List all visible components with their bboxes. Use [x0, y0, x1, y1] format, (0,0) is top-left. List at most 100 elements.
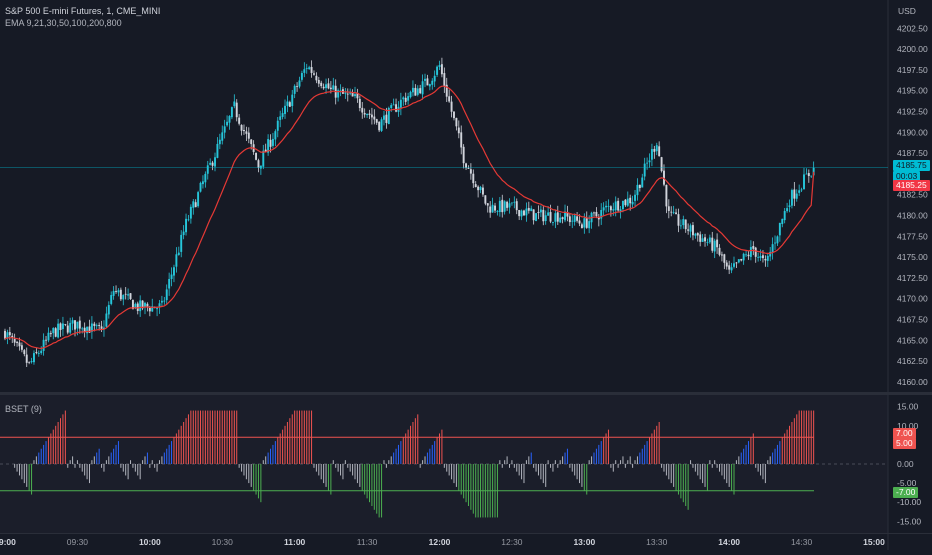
histogram-bar: [245, 464, 247, 480]
candle: [735, 262, 738, 269]
candle: [684, 219, 687, 233]
ema-price-badge: 4185.25: [893, 180, 930, 191]
histogram-bar: [60, 418, 62, 464]
candle-body: [385, 114, 388, 123]
ema-line: [4, 85, 815, 350]
candle: [298, 76, 301, 89]
candle: [498, 197, 501, 217]
candle-body: [520, 210, 523, 217]
histogram-bar: [496, 464, 498, 518]
bset-indicator-label[interactable]: BSET (9): [5, 404, 42, 414]
histogram-bar: [144, 456, 146, 464]
candle-body: [315, 75, 318, 81]
candle-body: [484, 195, 487, 204]
histogram-bar: [18, 464, 20, 476]
candle-body: [247, 132, 250, 139]
candle-body: [407, 96, 410, 101]
candle: [117, 288, 120, 297]
candle: [778, 222, 781, 242]
candle-body: [182, 231, 185, 236]
histogram-bar: [639, 452, 641, 464]
histogram-bar: [492, 464, 494, 518]
candle-body: [122, 294, 125, 300]
histogram-bar: [716, 464, 718, 468]
candle: [86, 326, 89, 341]
histogram-bar: [489, 464, 491, 518]
candle-body: [230, 107, 233, 118]
candle: [535, 213, 538, 222]
histogram-bar: [709, 460, 711, 464]
histogram-bar: [393, 452, 395, 464]
candle-body: [648, 160, 651, 163]
candle: [643, 157, 646, 181]
candle-body: [609, 206, 612, 211]
candle-body: [711, 237, 714, 251]
histogram-bar: [243, 464, 245, 476]
histogram-bar: [356, 464, 358, 484]
histogram-bar: [352, 464, 354, 476]
candle: [706, 238, 709, 246]
histogram-bar: [257, 464, 259, 499]
histogram-bar: [781, 437, 783, 464]
symbol-title[interactable]: S&P 500 E-mini Futures, 1, CME_MINI: [5, 6, 161, 16]
candle-body: [588, 221, 591, 229]
histogram-bar: [434, 441, 436, 464]
histogram-bar: [238, 464, 240, 468]
candle: [363, 108, 366, 118]
candle-body: [187, 219, 190, 221]
candle: [605, 201, 608, 213]
time-tick-label: 11:30: [357, 537, 378, 547]
histogram-bar: [436, 437, 438, 464]
candle-body: [523, 210, 525, 216]
candle-body: [274, 131, 277, 140]
histogram-bar: [668, 464, 670, 480]
histogram-bar: [641, 448, 643, 464]
candle: [455, 117, 458, 131]
candle: [293, 84, 296, 99]
candle-body: [812, 167, 815, 176]
histogram-bar: [262, 460, 264, 464]
candle-body: [699, 234, 702, 242]
candle: [453, 111, 455, 121]
candle: [670, 206, 673, 217]
candle: [457, 120, 460, 139]
histogram-bar: [313, 464, 315, 468]
candle: [192, 199, 195, 215]
candle-body: [431, 80, 434, 85]
candle: [609, 205, 612, 217]
histogram-bar: [28, 464, 30, 491]
candle: [47, 327, 50, 343]
histogram-bar: [620, 460, 622, 464]
candle: [564, 204, 566, 223]
candle-body: [284, 105, 286, 114]
candle: [320, 80, 323, 89]
candle-body: [206, 165, 209, 174]
candle: [402, 96, 405, 106]
candle-body: [602, 207, 605, 211]
histogram-bar: [325, 464, 327, 487]
histogram-bar: [306, 410, 308, 464]
candle: [530, 205, 533, 212]
histogram-bar: [731, 464, 733, 491]
histogram-bar: [752, 433, 754, 464]
candle-body: [197, 192, 200, 207]
histogram-bar: [789, 425, 791, 464]
candle: [728, 260, 731, 275]
histogram-bar: [455, 464, 457, 487]
candle-body: [585, 217, 588, 228]
candle: [537, 205, 540, 220]
ema-indicator-label[interactable]: EMA 9,21,30,50,100,200,800: [5, 18, 122, 28]
candle: [513, 196, 516, 209]
candle-body: [288, 102, 291, 107]
candle: [115, 285, 118, 294]
histogram-bar: [501, 464, 503, 468]
histogram-bar: [400, 441, 402, 464]
histogram-bar: [738, 456, 740, 464]
candle: [235, 99, 238, 122]
candle-body: [110, 295, 113, 304]
candle-body: [264, 149, 267, 152]
histogram-bar: [791, 422, 793, 464]
histogram-bar: [185, 418, 187, 464]
